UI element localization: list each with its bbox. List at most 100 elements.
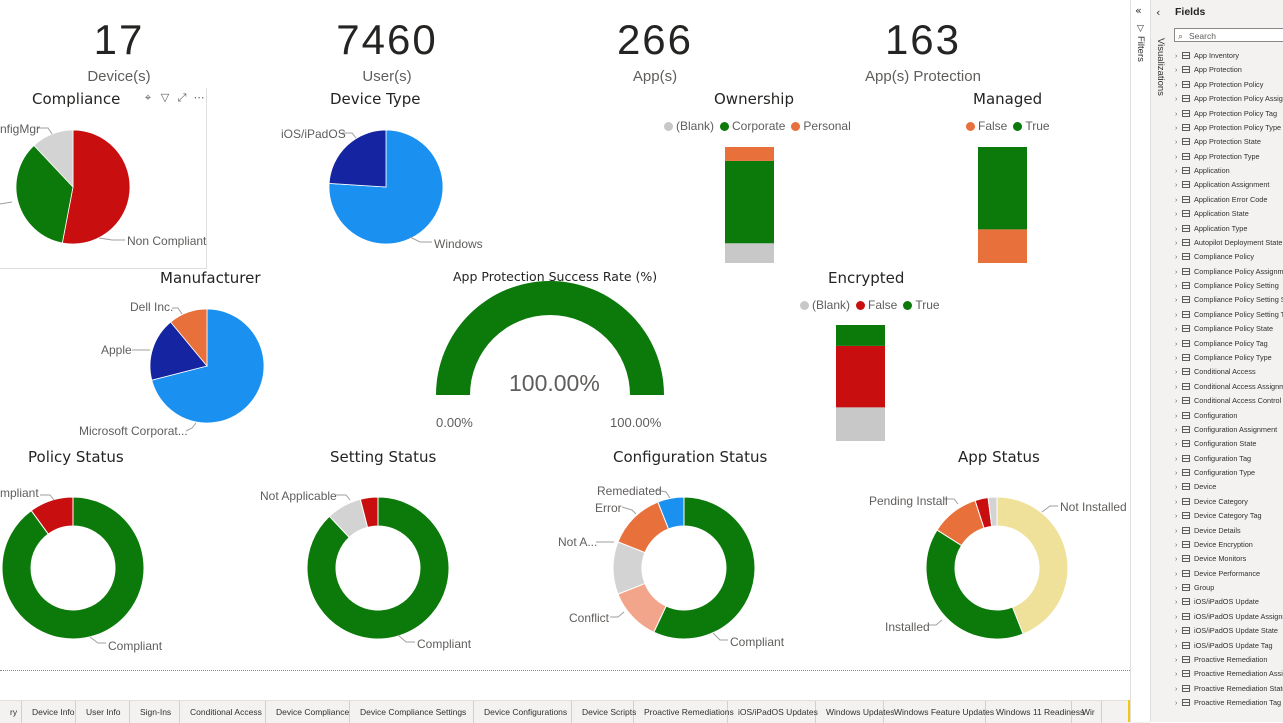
expand-visualizations-icon[interactable]: ‹ xyxy=(1156,6,1161,19)
tab-windows-11-readiness[interactable]: Windows 11 Readiness xyxy=(986,701,1084,723)
field-table-group[interactable]: › Group xyxy=(1175,581,1214,595)
chevron-right-icon[interactable]: › xyxy=(1175,67,1178,75)
compliance-visual-frame[interactable] xyxy=(0,88,207,269)
field-table-app-protection-policy-type[interactable]: › App Protection Policy Type xyxy=(1175,121,1281,135)
chevron-right-icon[interactable]: › xyxy=(1175,124,1178,132)
fields-search-input[interactable]: ⌕ Search xyxy=(1174,28,1283,42)
policy-status-slice-non-compliant[interactable] xyxy=(30,496,74,535)
chevron-right-icon[interactable]: › xyxy=(1175,656,1178,664)
chevron-right-icon[interactable]: › xyxy=(1175,412,1178,420)
manufacturer-slice-apple[interactable] xyxy=(149,321,208,381)
tab-device-configurations[interactable]: Device Configurations xyxy=(474,701,572,723)
chevron-right-icon[interactable]: › xyxy=(1175,239,1178,247)
compliance-slice-configmgr[interactable] xyxy=(33,129,74,189)
manufacturer-slice-microsoft-corporation[interactable] xyxy=(151,308,265,424)
field-table-ios-ipados-update[interactable]: › iOS/iPadOS Update xyxy=(1175,595,1259,609)
field-table-device-details[interactable]: › Device Details xyxy=(1175,524,1241,538)
chevron-right-icon[interactable]: › xyxy=(1175,513,1178,521)
field-table-app-protection-type[interactable]: › App Protection Type xyxy=(1175,150,1260,164)
collapse-panes-icon[interactable]: « xyxy=(1135,4,1142,17)
field-table-compliance-policy-setting[interactable]: › Compliance Policy Setting xyxy=(1175,279,1279,293)
field-table-application-assignment[interactable]: › Application Assignment xyxy=(1175,178,1269,192)
visualizations-pane-label[interactable]: Visualizations xyxy=(1155,38,1166,96)
setting-status-slice-error[interactable] xyxy=(359,496,379,528)
managed-legend-item-true[interactable]: True xyxy=(1013,119,1050,133)
field-table-app-protection-policy-tag[interactable]: › App Protection Policy Tag xyxy=(1175,107,1277,121)
field-table-application-type[interactable]: › Application Type xyxy=(1175,222,1247,236)
chevron-right-icon[interactable]: › xyxy=(1175,570,1178,578)
field-table-configuration-type[interactable]: › Configuration Type xyxy=(1175,466,1255,480)
tab-sign-ins[interactable]: Sign-Ins xyxy=(130,701,180,723)
field-table-device-encryption[interactable]: › Device Encryption xyxy=(1175,538,1253,552)
field-table-device-monitors[interactable]: › Device Monitors xyxy=(1175,552,1246,566)
config-status-donut-chart[interactable] xyxy=(540,480,800,660)
field-table-proactive-remediation-assig[interactable]: › Proactive Remediation Assig xyxy=(1175,667,1283,681)
field-table-compliance-policy-type[interactable]: › Compliance Policy Type xyxy=(1175,351,1272,365)
app-status-donut-chart[interactable] xyxy=(860,480,1130,660)
gauge-fill[interactable] xyxy=(436,281,664,395)
setting-status-slice-compliant[interactable] xyxy=(306,496,450,640)
encrypted-segment-blank[interactable] xyxy=(836,407,885,441)
field-table-configuration[interactable]: › Configuration xyxy=(1175,409,1237,423)
chevron-right-icon[interactable]: › xyxy=(1175,225,1178,233)
chevron-right-icon[interactable]: › xyxy=(1175,211,1178,219)
config-status-slice-remediated[interactable] xyxy=(657,496,685,530)
tab-ry[interactable]: ry xyxy=(0,701,22,723)
chevron-right-icon[interactable]: › xyxy=(1175,96,1178,104)
visualizations-pane-collapsed[interactable]: ‹ Visualizations xyxy=(1150,0,1171,722)
field-table-app-protection[interactable]: › App Protection xyxy=(1175,63,1242,77)
chevron-right-icon[interactable]: › xyxy=(1175,254,1178,262)
encrypted-segment-true[interactable] xyxy=(836,325,885,346)
app-status-slice-installed[interactable] xyxy=(925,529,1024,640)
field-table-configuration-tag[interactable]: › Configuration Tag xyxy=(1175,452,1251,466)
field-table-compliance-policy-state[interactable]: › Compliance Policy State xyxy=(1175,322,1273,336)
field-table-ios-ipados-update-tag[interactable]: › iOS/iPadOS Update Tag xyxy=(1175,639,1273,653)
chevron-right-icon[interactable]: › xyxy=(1175,599,1178,607)
tab-user-info[interactable]: User Info xyxy=(76,701,130,723)
chevron-right-icon[interactable]: › xyxy=(1175,556,1178,564)
chevron-right-icon[interactable]: › xyxy=(1175,426,1178,434)
ownership-stacked-bar[interactable] xyxy=(700,140,800,265)
chevron-right-icon[interactable]: › xyxy=(1175,311,1178,319)
field-table-compliance-policy-setting-s[interactable]: › Compliance Policy Setting S xyxy=(1175,293,1283,307)
field-table-compliance-policy[interactable]: › Compliance Policy xyxy=(1175,250,1254,264)
field-table-ios-ipados-update-assignm[interactable]: › iOS/iPadOS Update Assignm xyxy=(1175,610,1283,624)
chevron-right-icon[interactable]: › xyxy=(1175,527,1178,535)
field-table-conditional-access[interactable]: › Conditional Access xyxy=(1175,365,1256,379)
chevron-right-icon[interactable]: › xyxy=(1175,498,1178,506)
encrypted-stacked-bar[interactable] xyxy=(811,320,911,445)
managed-stacked-bar[interactable] xyxy=(955,140,1055,265)
filters-pane-label[interactable]: Filters xyxy=(1135,36,1146,62)
chevron-right-icon[interactable]: › xyxy=(1175,441,1178,449)
app-status-slice-other[interactable] xyxy=(987,496,998,527)
encrypted-legend-item-true[interactable]: True xyxy=(903,298,940,312)
tab-device-info[interactable]: Device Info xyxy=(22,701,76,723)
chevron-right-icon[interactable]: › xyxy=(1175,354,1178,362)
tab-proactive-remediations[interactable]: Proactive Remediations xyxy=(634,701,734,723)
chevron-right-icon[interactable]: › xyxy=(1175,326,1178,334)
chevron-right-icon[interactable]: › xyxy=(1175,671,1178,679)
ownership-segment-personal[interactable] xyxy=(725,147,774,161)
device-type-pie-chart[interactable] xyxy=(280,110,500,260)
ownership-legend-item-personal[interactable]: Personal xyxy=(791,119,851,133)
chevron-right-icon[interactable]: › xyxy=(1175,110,1178,118)
field-table-configuration-assignment[interactable]: › Configuration Assignment xyxy=(1175,423,1277,437)
chevron-right-icon[interactable]: › xyxy=(1175,297,1178,305)
chevron-right-icon[interactable]: › xyxy=(1175,700,1178,708)
field-table-compliance-policy-assignme[interactable]: › Compliance Policy Assignme xyxy=(1175,265,1283,279)
field-table-ios-ipados-update-state[interactable]: › iOS/iPadOS Update State xyxy=(1175,624,1278,638)
chevron-right-icon[interactable]: › xyxy=(1175,168,1178,176)
field-table-conditional-access-control[interactable]: › Conditional Access Control xyxy=(1175,394,1281,408)
field-table-compliance-policy-tag[interactable]: › Compliance Policy Tag xyxy=(1175,337,1268,351)
filter-icon[interactable]: ▽ xyxy=(160,91,170,104)
chevron-right-icon[interactable]: › xyxy=(1175,81,1178,89)
chevron-right-icon[interactable]: › xyxy=(1175,182,1178,190)
chevron-right-icon[interactable]: › xyxy=(1175,139,1178,147)
chevron-right-icon[interactable]: › xyxy=(1175,283,1178,291)
app-protection-gauge[interactable] xyxy=(420,281,680,415)
encrypted-legend-item-false[interactable]: False xyxy=(856,298,897,312)
chevron-right-icon[interactable]: › xyxy=(1175,153,1178,161)
policy-status-slice-compliant[interactable] xyxy=(1,496,145,640)
field-table-app-inventory[interactable]: › App Inventory xyxy=(1175,49,1239,63)
chevron-right-icon[interactable]: › xyxy=(1175,455,1178,463)
